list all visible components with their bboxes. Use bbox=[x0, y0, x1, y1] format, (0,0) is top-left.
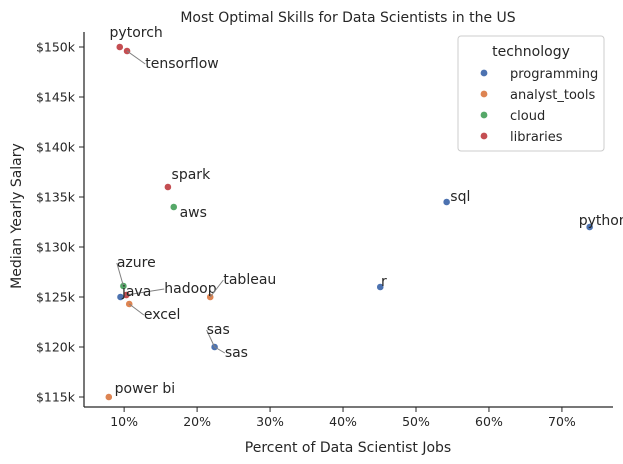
point-label-hadoop: hadoop bbox=[164, 281, 216, 297]
y-tick-label: $150k bbox=[36, 40, 76, 55]
leader-line bbox=[206, 329, 216, 348]
x-tick-label: 30% bbox=[256, 414, 284, 429]
y-tick-label: $140k bbox=[36, 140, 76, 155]
point-label-excel: excel bbox=[144, 307, 181, 323]
y-tick-label: $145k bbox=[36, 90, 76, 105]
x-tick-label: 40% bbox=[329, 414, 357, 429]
point-spark bbox=[164, 183, 172, 191]
leader-line bbox=[209, 279, 224, 298]
y-tick-label: $135k bbox=[36, 190, 76, 205]
leader-line bbox=[116, 262, 124, 287]
point-java bbox=[116, 293, 125, 301]
legend-marker-libraries bbox=[480, 132, 488, 140]
point-label-aws: aws bbox=[180, 205, 207, 221]
leader-line bbox=[214, 346, 226, 354]
point-sql bbox=[442, 198, 451, 206]
point-label-sas: sas bbox=[225, 345, 248, 361]
x-tick-label: 50% bbox=[402, 414, 430, 429]
point-aws bbox=[169, 203, 178, 211]
y-tick-label: $115k bbox=[36, 390, 76, 405]
point-r bbox=[376, 283, 385, 291]
point-pytorch bbox=[115, 43, 124, 51]
legend-label-cloud: cloud bbox=[510, 109, 545, 124]
legend: technology programming analyst_toolscloud… bbox=[457, 35, 605, 152]
y-tick-label: $130k bbox=[36, 240, 76, 255]
legend-marker-programming bbox=[480, 69, 488, 77]
leader-line bbox=[126, 288, 165, 296]
leader-line bbox=[128, 303, 145, 316]
y-tick-label: $125k bbox=[36, 290, 76, 305]
x-tick-label: 10% bbox=[110, 414, 138, 429]
point-label-tensorflow: tensorflow bbox=[145, 56, 218, 72]
point-python bbox=[585, 223, 594, 231]
legend-label-analyst_tools: analyst_tools bbox=[510, 88, 595, 103]
legend-marker-cloud bbox=[480, 111, 488, 119]
axes: 10% 20% 30% 40% 50% 60% 70% $115k $120k $125k $130… bbox=[36, 32, 613, 429]
legend-label-libraries: libraries bbox=[510, 130, 563, 145]
point-label-sas: sas bbox=[207, 322, 230, 338]
point-label-sql: sql bbox=[450, 189, 470, 205]
x-tick-label: 70% bbox=[548, 414, 576, 429]
legend-box bbox=[457, 35, 605, 152]
point-label-tableau: tableau bbox=[223, 272, 276, 288]
point-labels: pytorch tensorflow spark aws sql python azureh… bbox=[110, 25, 623, 397]
point-label-java: java bbox=[121, 284, 151, 300]
y-axis-title: Median Yearly Salary bbox=[9, 143, 25, 289]
point-label-spark: spark bbox=[172, 167, 212, 183]
y-tick-label: $120k bbox=[36, 340, 76, 355]
legend-title: technology bbox=[492, 44, 570, 60]
point-label-pytorch: pytorch bbox=[110, 25, 163, 41]
x-tick-label: 20% bbox=[183, 414, 211, 429]
legend-marker-analyst_tools bbox=[480, 90, 488, 98]
legend-label-programming: programming bbox=[510, 67, 598, 82]
point-label-azure: azure bbox=[117, 255, 156, 271]
x-tick-label: 60% bbox=[475, 414, 503, 429]
point-label-r: r bbox=[381, 274, 387, 290]
point-power-bi bbox=[104, 393, 113, 401]
x-axis-title: Percent of Data Scientist Jobs bbox=[245, 440, 451, 456]
leader-line bbox=[126, 50, 146, 65]
point-label-power-bi: power bi bbox=[115, 381, 175, 397]
point-label-python: python bbox=[579, 213, 623, 229]
chart-title: Most Optimal Skills for Data Scientists … bbox=[180, 10, 515, 26]
